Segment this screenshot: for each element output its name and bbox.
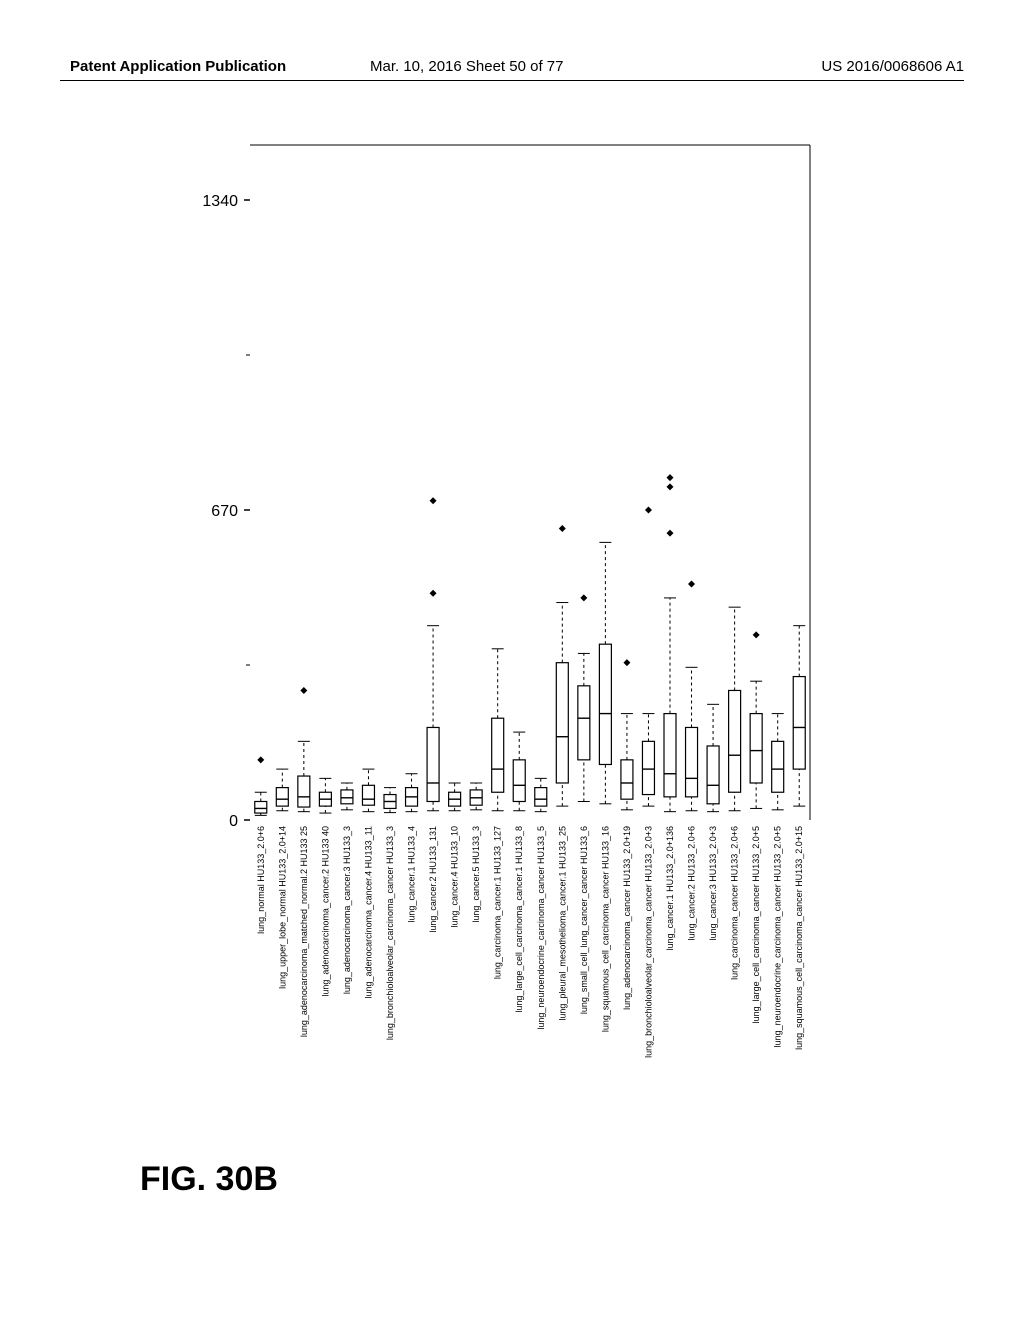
category-label: lung_large_cell_carcinoma_cancer HU133_2… — [751, 826, 761, 1023]
category-label: lung_cancer.3 HU133_2.0+3 — [708, 826, 718, 940]
category-label: lung_large_cell_carcinoma_cancer.1 HU133… — [514, 826, 524, 1013]
category-label: lung_adenocarcinoma_cancer HU133_2.0+19 — [622, 826, 632, 1010]
category-label: lung_cancer.2 HU133_131 — [428, 826, 438, 933]
svg-text:670: 670 — [211, 503, 238, 520]
category-label: lung_upper_lobe_normal HU133_2.0+14 — [277, 826, 287, 989]
category-label: lung_cancer.1 HU133_4 — [407, 826, 417, 923]
category-label: lung_carcinoma_cancer HU133_2.0+6 — [730, 826, 740, 980]
svg-text:0: 0 — [229, 813, 238, 830]
header-divider — [60, 80, 964, 81]
page: Patent Application Publication Mar. 10, … — [0, 0, 1024, 1320]
category-label: lung_squamous_cell_carcinoma_cancer HU13… — [794, 826, 804, 1050]
category-label: lung_adenocarcinoma_cancer.4 HU133_11 — [363, 826, 373, 998]
category-label: lung_cancer.2 HU133_2.0+6 — [687, 826, 697, 940]
category-label: lung_neuroendocrine_carcinoma_cancer HU1… — [536, 826, 546, 1030]
category-label: lung_cancer.1 HU133_2.0+136 — [665, 826, 675, 950]
chart-svg: 0 670 1340 lung_normal HU133_2.0+6 lung_uppe… — [200, 140, 830, 1140]
category-label: lung_normal HU133_2.0+6 — [256, 826, 266, 934]
category-label: lung_adenocarcinoma_cancer.3 HU133_3 — [342, 826, 352, 994]
category-label: lung_bronchioloalveolar_carcinoma_cancer… — [643, 826, 653, 1058]
category-label: lung_adenocarcinoma_matched_normal.2 HU1… — [299, 826, 309, 1037]
header-left: Patent Application Publication — [70, 58, 286, 75]
header-right: US 2016/0068606 A1 — [821, 58, 964, 75]
page-header: Patent Application Publication Mar. 10, … — [0, 58, 1024, 88]
category-label: lung_bronchioloalveolar_carcinoma_cancer… — [385, 826, 395, 1040]
category-label: lung_cancer.5 HU133_3 — [471, 826, 481, 923]
category-label: lung_small_cell_lung_cancer_cancer HU133… — [579, 826, 589, 1014]
svg-text:1340: 1340 — [202, 193, 238, 210]
header-mid: Mar. 10, 2016 Sheet 50 of 77 — [370, 58, 563, 75]
category-label: lung_adenocarcinoma_cancer.2 HU133 40 — [320, 826, 330, 997]
category-label: lung_pleural_mesothelioma_cancer.1 HU133… — [557, 826, 567, 1021]
category-label: lung_squamous_cell_carcinoma_cancer HU13… — [600, 826, 610, 1032]
category-label: lung_neuroendocrine_carcinoma_cancer HU1… — [773, 826, 783, 1047]
category-label: lung_cancer.4 HU133_10 — [450, 826, 460, 928]
category-label: lung_carcinoma_cancer.1 HU133_127 — [493, 826, 503, 979]
boxplot-chart: 0 670 1340 lung_normal HU133_2.0+6 lung_uppe… — [200, 140, 830, 1140]
figure-label: FIG. 30B — [140, 1160, 278, 1199]
